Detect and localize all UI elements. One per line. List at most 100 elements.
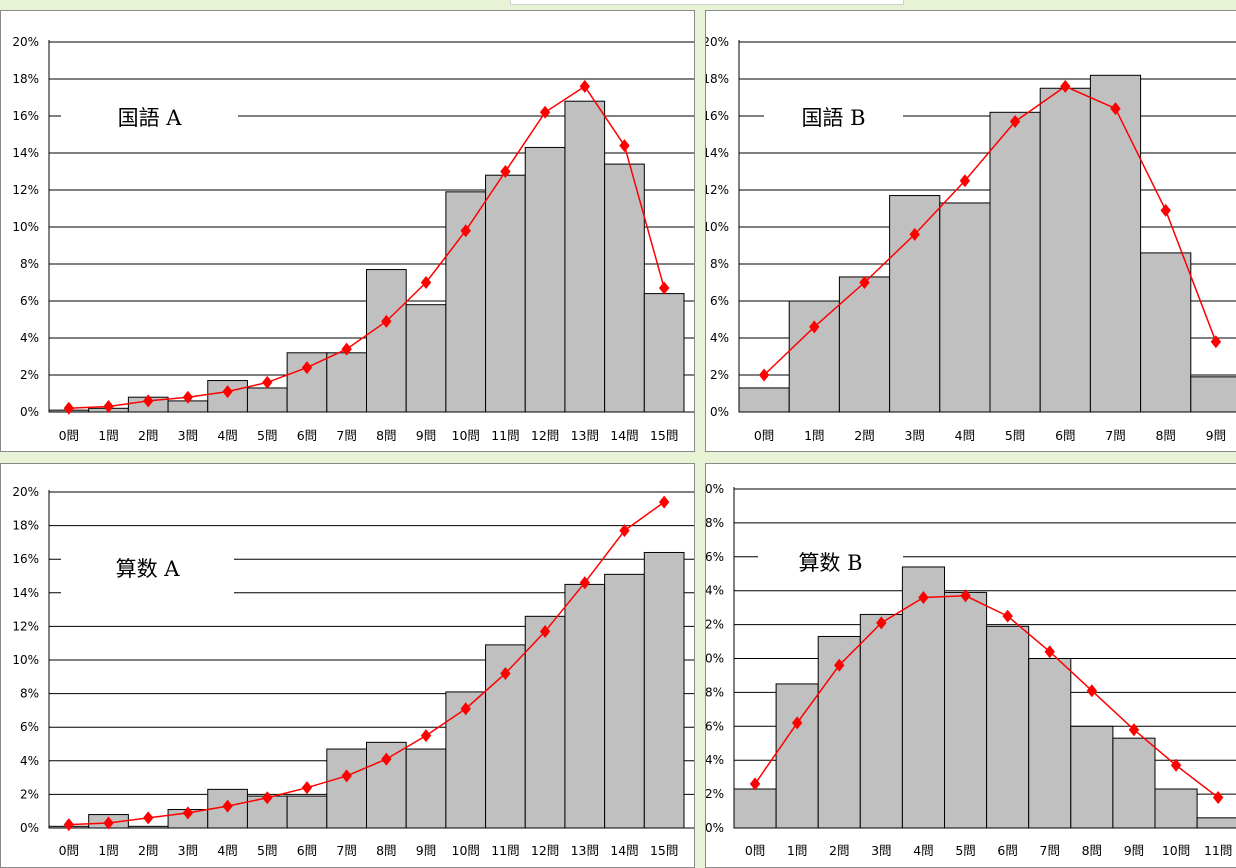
x-tick-label: 14問: [610, 428, 638, 443]
y-tick-label: 6%: [706, 719, 724, 733]
x-tick-label: 9問: [1206, 428, 1226, 443]
x-tick-label: 5問: [1005, 428, 1025, 443]
bar: [838, 276, 891, 413]
chart-title: 国語 A: [118, 106, 183, 130]
line-marker: [658, 495, 670, 509]
line-marker: [103, 816, 114, 830]
y-tick-label: 6%: [20, 294, 39, 308]
line-marker: [658, 281, 670, 295]
y-tick-label: 20%: [706, 482, 724, 496]
line-marker: [791, 716, 803, 730]
line-marker: [222, 799, 233, 813]
line-marker: [460, 702, 471, 716]
bar: [643, 551, 685, 829]
y-tick-label: 8%: [20, 687, 39, 701]
y-tick-label: 10%: [706, 220, 729, 234]
x-tick-label: 0問: [59, 428, 79, 443]
line-marker: [959, 174, 971, 188]
x-tick-label: 1問: [804, 428, 824, 443]
line-marker: [460, 224, 471, 238]
x-tick-label: 3問: [178, 428, 198, 443]
line-marker: [341, 769, 352, 783]
x-tick-label: 6問: [297, 843, 317, 858]
x-tick-label: 1問: [98, 428, 118, 443]
line-marker: [834, 658, 845, 672]
x-tick-label: 1問: [98, 843, 118, 858]
line-marker: [1110, 102, 1121, 116]
x-tick-label: 0問: [745, 843, 765, 858]
bar: [1089, 74, 1142, 413]
line-marker: [859, 276, 870, 289]
x-tick-label: 14問: [610, 843, 638, 858]
x-tick-label: 7問: [336, 843, 356, 858]
bar: [326, 352, 367, 413]
bar: [643, 293, 685, 413]
y-tick-label: 18%: [706, 516, 724, 530]
line-marker: [758, 368, 770, 382]
x-tick-label: 0問: [59, 843, 79, 858]
x-tick-label: 4問: [217, 428, 237, 443]
line-marker: [1009, 115, 1021, 129]
bar: [901, 566, 945, 829]
chart-panel-kokugo-a: 0% 2% 4% 6% 8% 10% 12% 14% 16% 18% 20% 0問 1問 2問 3問 4問 5問…: [0, 10, 695, 452]
line-marker: [381, 314, 392, 328]
y-tick-label: 12%: [12, 183, 39, 197]
bar: [326, 748, 367, 829]
x-tick-label: 13問: [571, 843, 599, 858]
x-tick-label: 10問: [1162, 843, 1190, 858]
line-marker: [579, 79, 590, 93]
bar: [1028, 658, 1072, 829]
y-tick-label: 16%: [12, 109, 39, 123]
bar: [485, 174, 526, 413]
y-tick-label: 0%: [20, 405, 39, 419]
bar: [1196, 817, 1236, 829]
y-tick-label: 8%: [710, 257, 729, 271]
bar: [246, 387, 288, 413]
bar: [524, 146, 566, 413]
x-tick-label: 2問: [138, 843, 158, 858]
y-tick-label: 0%: [710, 405, 729, 419]
x-tick-label: 2問: [138, 428, 158, 443]
line-marker: [500, 666, 511, 680]
line-marker: [579, 576, 590, 590]
bar: [405, 304, 447, 413]
x-tick-label: 3問: [178, 843, 198, 858]
y-tick-label: 8%: [20, 257, 39, 271]
x-tick-label: 2問: [829, 843, 849, 858]
line-marker: [341, 342, 352, 356]
y-tick-label: 18%: [12, 519, 39, 533]
x-tick-label: 11問: [1204, 843, 1232, 858]
line-marker: [420, 729, 432, 743]
line-marker: [876, 616, 887, 630]
title-backdrop: [61, 97, 238, 146]
line-marker: [143, 811, 154, 825]
bar: [775, 683, 819, 829]
chart-panel-kokugo-b: 0% 2% 4% 6% 8% 10% 12% 14% 16% 18% 20% 0問 1問 2問 3問 4問 5問…: [705, 10, 1236, 452]
x-tick-label: 9問: [1124, 843, 1144, 858]
bar: [1112, 737, 1156, 829]
x-tick-label: 6問: [297, 428, 317, 443]
line-marker: [63, 401, 75, 415]
y-tick-label: 12%: [706, 618, 724, 632]
y-tick-label: 2%: [706, 787, 724, 801]
bar: [286, 795, 328, 829]
line-marker: [1128, 723, 1140, 737]
y-tick-label: 18%: [12, 72, 39, 86]
y-tick-label: 16%: [706, 109, 729, 123]
line-series: [68, 85, 665, 410]
y-tick-label: 12%: [12, 619, 39, 633]
chart-panel-sansu-a: 0% 2% 4% 6% 8% 10% 12% 14% 16% 18% 20% 0問 1問 2問 3問 4問 5問…: [0, 463, 695, 868]
x-tick-label: 1問: [787, 843, 807, 858]
bar: [564, 583, 606, 829]
x-tick-label: 4問: [955, 428, 975, 443]
line-marker: [1086, 684, 1098, 698]
line-marker: [301, 361, 313, 375]
x-tick-label: 11問: [491, 843, 519, 858]
chart-title: 国語 B: [801, 106, 865, 130]
line-marker: [539, 624, 551, 638]
y-tick-label: 10%: [706, 652, 724, 666]
line-marker: [182, 806, 194, 820]
x-tick-label: 7問: [336, 428, 356, 443]
bar: [1039, 87, 1091, 413]
y-tick-label: 14%: [12, 586, 39, 600]
